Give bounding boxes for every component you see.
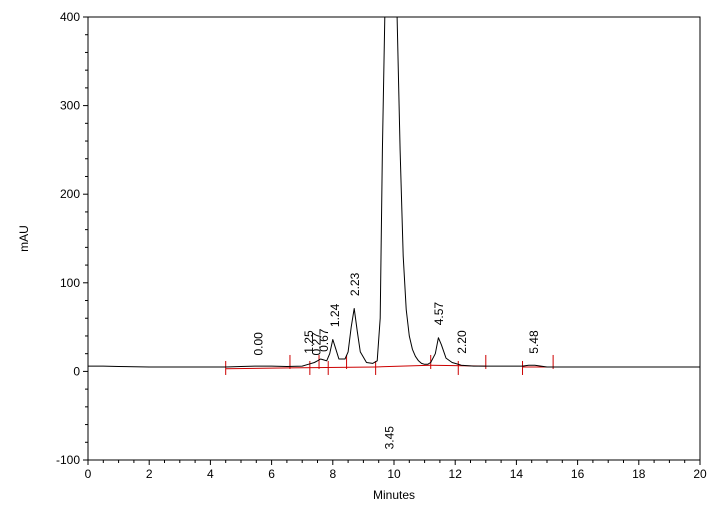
y-tick-label: 400 [60, 10, 80, 24]
peak-area-label: 0.00 [251, 332, 265, 356]
plot-frame [87, 16, 701, 461]
peak-area-label: 1.25 [302, 330, 316, 354]
x-tick-label: 0 [85, 467, 92, 481]
peak-area-label: 5.48 [527, 330, 541, 354]
y-axis-title: mAU [17, 225, 31, 252]
x-tick-label: 20 [693, 467, 707, 481]
baseline-segment [289, 366, 376, 369]
x-axis-title: Minutes [373, 488, 415, 502]
integration-baseline [225, 354, 554, 375]
y-tick-label: 100 [60, 276, 80, 290]
x-tick-label: 14 [510, 467, 524, 481]
baseline-segment [225, 367, 290, 370]
x-tick-label: 12 [449, 467, 463, 481]
peak-area-label: 2.23 [348, 272, 362, 296]
x-tick-label: 8 [329, 467, 336, 481]
peak-labels: 0.00 1.250.270.671.24 2.23 3.45 4.57 2.20 5.48 [251, 272, 540, 449]
signal-trace [88, 17, 700, 368]
peak-area-label: 0.27 [310, 332, 324, 356]
x-tick-label: 18 [632, 467, 646, 481]
x-tick-label: 10 [387, 467, 401, 481]
y-tick-label: 300 [60, 99, 80, 113]
trace-line [88, 17, 700, 368]
baseline-segment [375, 364, 431, 368]
peak-area-label: 0.67 [317, 328, 331, 352]
peak-area-label: 1.24 [328, 303, 342, 327]
y-tick-label: -100 [56, 453, 80, 467]
peak-area-label: 2.20 [455, 330, 469, 354]
x-tick-label: 4 [207, 467, 214, 481]
axes: -100 0 100 200 300 400 0 2 4 6 8 10 12 14 16 18 20 [56, 10, 707, 481]
x-tick-label: 6 [268, 467, 275, 481]
peak-area-label: 3.45 [382, 426, 396, 450]
y-tick-label: 0 [73, 364, 80, 378]
peak-area-label: 4.57 [432, 302, 446, 326]
x-tick-label: 2 [146, 467, 153, 481]
y-tick-label: 200 [60, 187, 80, 201]
x-tick-label: 16 [571, 467, 585, 481]
